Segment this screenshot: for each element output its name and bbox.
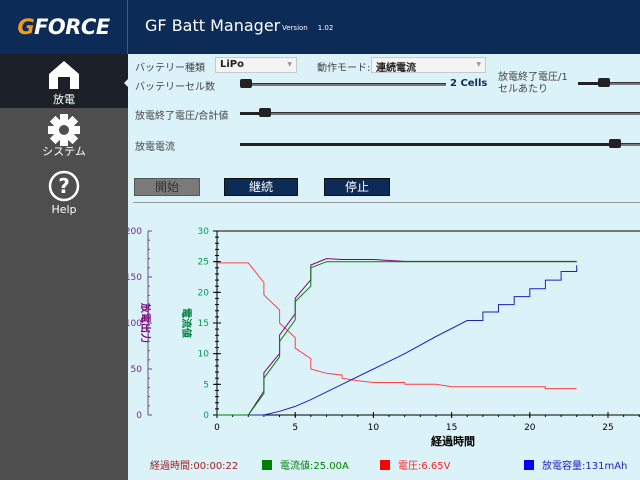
x-tick-label: 15	[446, 423, 457, 433]
discharge-current-slider[interactable]	[240, 139, 640, 148]
end-voltage-per-cell-slider[interactable]	[578, 78, 640, 87]
end-voltage-total-slider[interactable]	[240, 108, 640, 117]
voltage-legend-swatch	[380, 460, 390, 470]
left-tick-label: 200	[128, 227, 142, 237]
right-tick-label: 15	[198, 319, 209, 329]
x-axis-label: 経過時間	[431, 434, 475, 448]
slider-thumb[interactable]	[608, 139, 621, 148]
voltage-status: 電圧:6.65V	[380, 457, 450, 472]
slider-thumb[interactable]	[240, 79, 252, 88]
gforce-logo: GFORCE	[0, 0, 128, 54]
sidebar-item-help[interactable]: ? Help	[0, 164, 128, 218]
divider	[133, 202, 640, 203]
chevron-down-icon: ▼	[287, 61, 292, 68]
mode-label: 動作モード:	[317, 63, 371, 74]
mode-select[interactable]: 連続電流 ▼	[371, 57, 486, 74]
battery-type-label: バッテリー種類	[135, 63, 205, 74]
right-tick-label: 25	[198, 258, 209, 268]
end-voltage-total-label: 放電終了電圧/合計値	[135, 111, 229, 122]
x-tick-label: 20	[524, 423, 536, 433]
current-legend-swatch	[262, 460, 272, 470]
x-tick-label: 10	[368, 423, 380, 433]
right-axis-label: 電流値	[180, 308, 193, 338]
home-icon	[49, 61, 79, 89]
sidebar-item-discharge[interactable]: 放電	[0, 54, 128, 108]
battery-type-select[interactable]: LiPo ▼	[215, 57, 297, 73]
discharge-chart: 経過時間 放電出力 電流値 0 50 100 150 200 0 5 10 15 20 25 30 0 5…	[128, 227, 640, 448]
current-status: 電流値:25.00A	[262, 457, 349, 472]
right-tick-label: 20	[198, 288, 210, 298]
chevron-down-icon: ▼	[476, 61, 481, 68]
help-icon: ?	[48, 170, 80, 202]
svg-text:?: ?	[58, 174, 70, 198]
elapsed-time-status: 経過時間:00:00:22	[150, 461, 239, 472]
right-tick-label: 30	[198, 227, 210, 237]
cell-count-value: 2 Cells	[450, 78, 488, 89]
x-tick-label: 25	[602, 423, 613, 433]
left-tick-label: 100	[128, 319, 142, 329]
gear-icon	[48, 114, 80, 146]
left-tick-label: 150	[128, 273, 142, 283]
right-tick-label: 5	[203, 380, 209, 390]
slider-thumb[interactable]	[259, 108, 272, 117]
right-tick-label: 10	[198, 350, 210, 360]
sidebar-item-system[interactable]: システム	[0, 108, 128, 162]
sidebar: 放電 システム ? Help	[0, 54, 128, 480]
stop-button[interactable]: 停止	[324, 178, 390, 196]
x-tick-label: 0	[214, 423, 220, 433]
cell-count-slider[interactable]	[240, 79, 446, 88]
end-voltage-per-cell-label: 放電終了電圧/1 セルあたり	[498, 72, 568, 95]
voltage-series-line	[217, 262, 577, 390]
right-tick-label: 0	[203, 411, 209, 421]
power-series-line	[217, 258, 577, 416]
current-series-line	[217, 261, 577, 416]
left-tick-label: 50	[131, 365, 143, 375]
continue-button[interactable]: 継続	[224, 178, 298, 196]
left-tick-label: 0	[136, 411, 142, 421]
slider-thumb[interactable]	[598, 78, 610, 87]
x-tick-label: 5	[292, 423, 298, 433]
cell-count-label: バッテリーセル数	[135, 82, 215, 93]
app-header: GFORCE GF Batt Manager Version 1.02	[0, 0, 640, 54]
capacity-status: 放電容量:131mAh	[524, 457, 627, 472]
version-info: Version 1.02	[282, 24, 334, 32]
active-indicator	[124, 79, 128, 87]
app-title: GF Batt Manager	[145, 16, 281, 35]
left-axis-label: 放電出力	[139, 302, 152, 343]
capacity-legend-swatch	[524, 460, 534, 470]
start-button[interactable]: 開始	[134, 178, 200, 196]
capacity-series-line	[217, 265, 578, 416]
discharge-current-label: 放電電流	[135, 142, 175, 153]
